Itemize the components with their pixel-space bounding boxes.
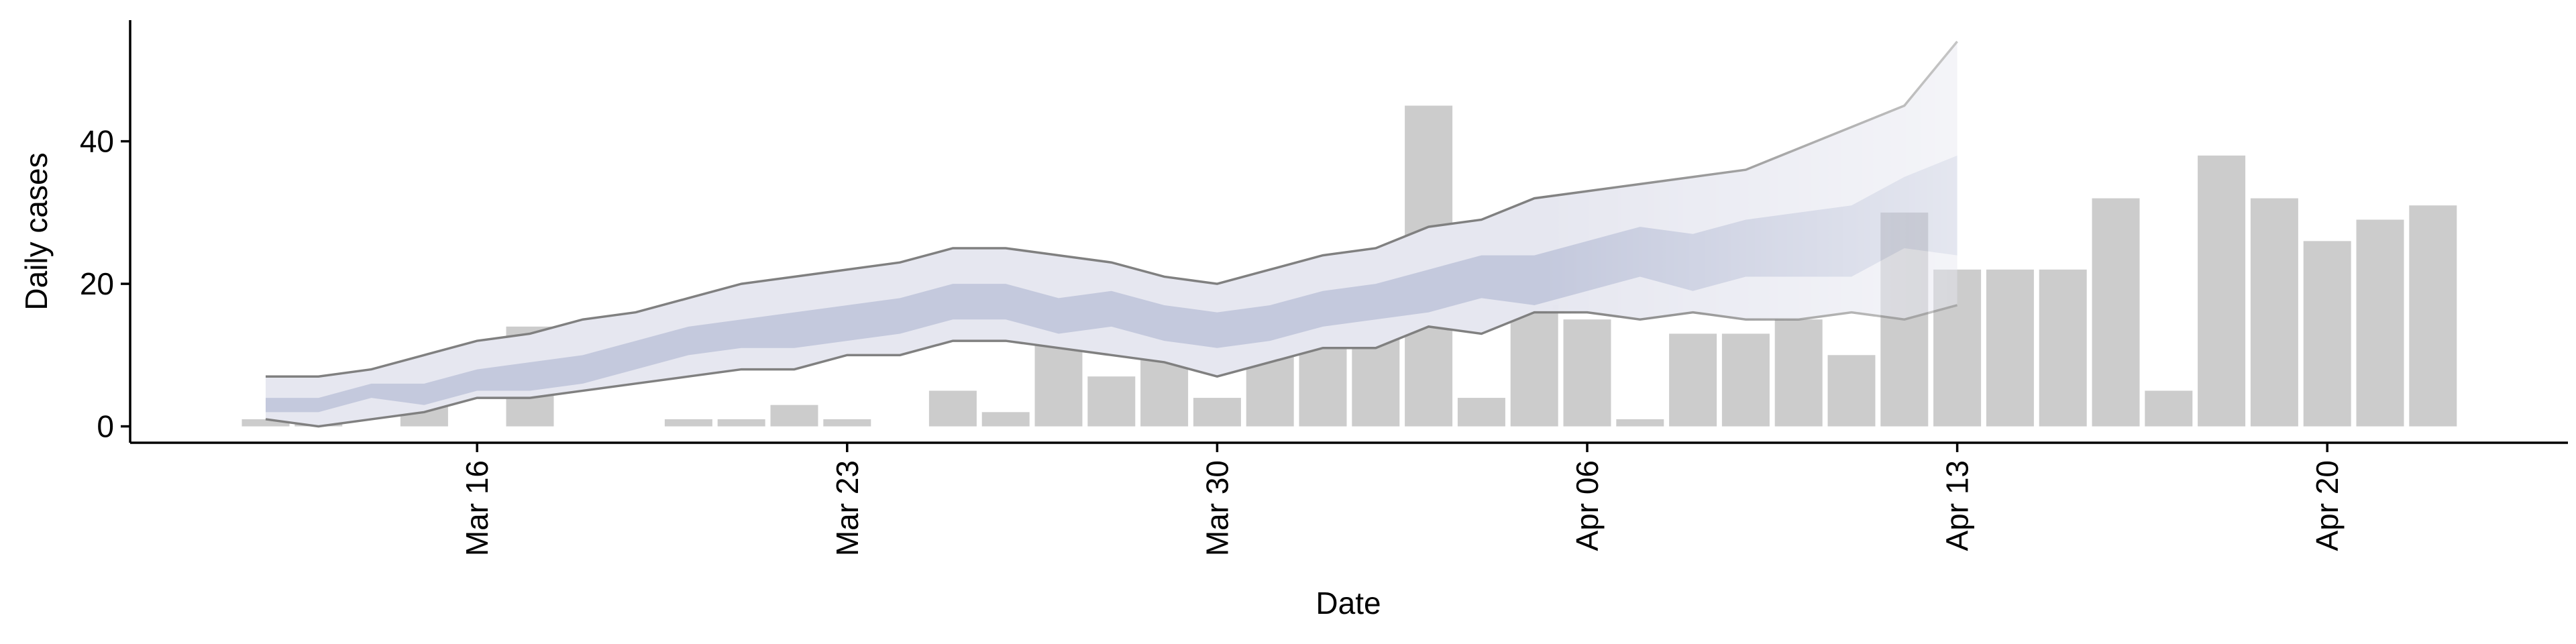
x-tick-label: Apr 13 — [1940, 460, 1975, 551]
y-tick-label: 40 — [80, 124, 114, 159]
interval-upper-line — [266, 40, 1958, 378]
bar — [928, 390, 977, 427]
bar — [1986, 269, 2034, 427]
bar — [981, 412, 1030, 427]
bar — [2409, 205, 2457, 427]
bar — [2145, 390, 2193, 427]
bar — [1193, 398, 1241, 427]
bar — [770, 405, 818, 427]
bar — [2092, 198, 2140, 427]
bands — [265, 40, 1958, 428]
x-axis-title: Date — [1316, 586, 1381, 621]
bar — [2039, 269, 2087, 427]
x-tick-label: Mar 30 — [1199, 460, 1234, 556]
bar — [2198, 155, 2246, 427]
bar — [2356, 219, 2404, 427]
bar — [1087, 376, 1136, 427]
y-tick-label: 20 — [80, 266, 114, 301]
bar — [1563, 319, 1611, 427]
x-tick-label: Apr 20 — [2310, 460, 2345, 551]
x-tick-label: Mar 16 — [460, 460, 494, 556]
interval-lower-line — [265, 304, 1958, 428]
bar — [717, 419, 765, 427]
bar — [664, 419, 712, 427]
axes: 0 20 40 Mar 16 Mar 23 Mar 30 Apr 06 Apr 13 Apr 2… — [80, 20, 2568, 556]
bar — [823, 419, 871, 427]
bar — [1669, 333, 1717, 427]
bar — [1827, 355, 1876, 427]
x-tick-label: Mar 23 — [830, 460, 865, 556]
bar — [2250, 198, 2298, 427]
bar — [2303, 241, 2351, 427]
y-axis-title: Daily cases — [19, 152, 54, 310]
bar — [1721, 333, 1770, 427]
bar — [1616, 419, 1664, 427]
bars — [241, 105, 2457, 427]
bar — [1457, 398, 1505, 427]
band-area — [266, 155, 1957, 413]
bar — [241, 419, 290, 427]
y-tick-label: 0 — [97, 409, 114, 444]
bar — [1774, 319, 1823, 427]
bar — [1510, 305, 1558, 427]
x-tick-label: Apr 06 — [1570, 460, 1605, 551]
